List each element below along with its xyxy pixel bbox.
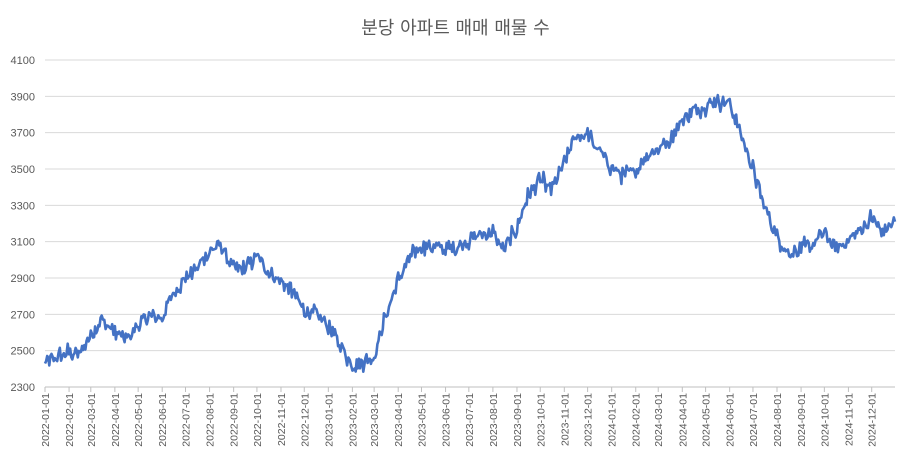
x-tick-label: 2024-10-01 (819, 393, 831, 447)
x-tick-label: 2024-01-01 (607, 393, 619, 447)
y-tick-label: 2700 (11, 309, 35, 321)
x-tick-label: 2022-02-01 (64, 393, 76, 447)
x-tick-label: 2024-12-01 (867, 393, 879, 447)
x-tick-label: 2022-09-01 (229, 393, 241, 447)
x-tick-label: 2024-06-01 (725, 393, 737, 447)
y-tick-label: 2900 (11, 273, 35, 285)
y-tick-label: 3100 (11, 237, 35, 249)
x-tick-label: 2023-08-01 (488, 393, 500, 447)
x-tick-label: 2022-04-01 (110, 393, 122, 447)
y-tick-label: 3700 (11, 128, 35, 140)
y-tick-label: 3500 (11, 164, 35, 176)
x-tick-label: 2024-02-01 (631, 393, 643, 447)
y-tick-label: 3900 (11, 91, 35, 103)
y-axis-tick-labels: 2300 2500 2700 2900 3100 3300 3500 3700 3900 4100 (11, 55, 35, 394)
x-tick-label: 2022-05-01 (133, 393, 145, 447)
x-tick-label: 2024-08-01 (772, 393, 784, 447)
x-tick-label: 2023-06-01 (441, 393, 453, 447)
x-tick-label: 2024-05-01 (701, 393, 713, 447)
x-tick-label: 2023-05-01 (416, 393, 428, 447)
series-line (43, 93, 897, 373)
x-tick-label: 2022-01-01 (40, 393, 52, 447)
x-tick-label: 2024-07-01 (748, 393, 760, 447)
x-tick-label: 2023-04-01 (393, 393, 405, 447)
x-tick-label: 2023-07-01 (464, 393, 476, 447)
x-tick-label: 2023-12-01 (583, 393, 595, 447)
y-tick-label: 4100 (11, 55, 35, 67)
series-layer (43, 93, 897, 373)
x-tick-label: 2022-12-01 (299, 393, 311, 447)
x-tick-label: 2024-03-01 (653, 393, 665, 447)
x-tick-label: 2023-09-01 (512, 393, 524, 447)
x-tick-label: 2022-11-01 (276, 393, 288, 446)
x-tick-label: 2024-09-01 (796, 393, 808, 447)
y-tick-label: 2500 (11, 346, 35, 358)
gridlines (44, 59, 895, 392)
x-tick-label: 2024-04-01 (677, 393, 689, 447)
y-tick-label: 2300 (11, 382, 35, 394)
x-tick-label: 2023-02-01 (347, 393, 359, 447)
x-tick-label: 2023-01-01 (323, 393, 335, 447)
x-tick-label: 2022-03-01 (86, 393, 98, 447)
y-tick-label: 3300 (11, 200, 35, 212)
x-tick-label: 2023-03-01 (369, 393, 381, 447)
x-tick-label: 2022-07-01 (181, 393, 193, 447)
x-tick-label: 2023-11-01 (559, 393, 571, 446)
x-tick-label: 2022-06-01 (157, 393, 169, 447)
chart-title: 분당 아파트 매매 매물 수 (361, 18, 550, 39)
x-tick-label: 2022-08-01 (205, 393, 217, 447)
x-axis-tick-labels: 2022-01-01 2022-02-01 2022-03-01 2022-04-01… (40, 393, 879, 447)
x-tick-label: 2024-11-01 (843, 393, 855, 446)
x-tick-label: 2022-10-01 (252, 393, 264, 447)
x-tick-label: 2023-10-01 (535, 393, 547, 447)
